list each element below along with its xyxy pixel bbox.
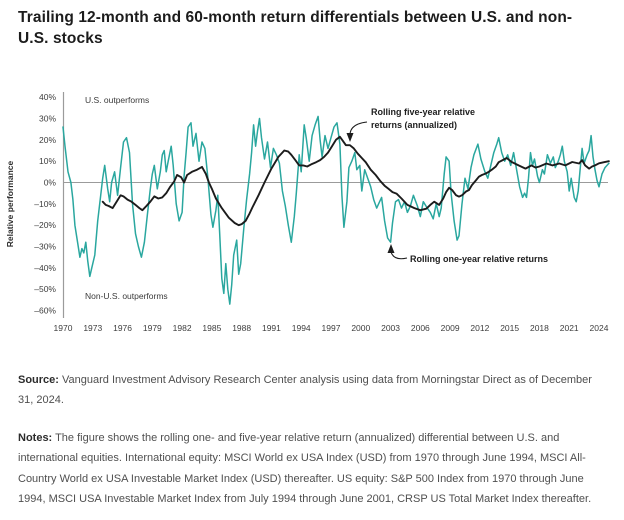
y-tick-label: –60%	[34, 305, 56, 315]
y-tick-label: –10%	[34, 199, 56, 209]
notes: Notes: The figure shows the rolling one-…	[18, 428, 608, 509]
x-tick-label: 2000	[351, 323, 370, 333]
x-tick-label: 2024	[590, 323, 609, 333]
one-year-arrow	[390, 251, 408, 260]
five-year-series-line	[101, 135, 610, 227]
source-text: Vanguard Investment Advisory Research Ce…	[18, 374, 592, 407]
x-tick-label: 2009	[441, 323, 460, 333]
five-year-label-line1: Rolling five-year relative	[371, 107, 475, 117]
five-year-label-line2: returns (annualized)	[371, 120, 457, 130]
chart-generated-layer: 40% 30% 20% 10% 0% –10% –20% –30% –40% –50% –60% 19…	[34, 92, 610, 333]
notes-label: Notes:	[18, 432, 53, 444]
y-axis-title: Relative performance	[5, 161, 15, 248]
x-tick-label: 1979	[143, 323, 162, 333]
x-tick-label: 1982	[173, 323, 192, 333]
one-year-series-line	[62, 115, 610, 305]
x-tick-label: 1985	[202, 323, 221, 333]
one-year-arrowhead-icon	[387, 244, 395, 253]
x-tick-label: 2006	[411, 323, 430, 333]
page-title: Trailing 12-month and 60-month return di…	[18, 9, 573, 47]
y-tick-label: –30%	[34, 241, 56, 251]
source-label: Source:	[18, 374, 59, 386]
y-tick-label: –40%	[34, 263, 56, 273]
x-tick-label: 1991	[262, 323, 281, 333]
y-tick-label: 0%	[44, 178, 57, 188]
x-tick-label: 2012	[470, 323, 489, 333]
y-tick-label: –20%	[34, 220, 56, 230]
x-tick-label: 1994	[292, 323, 311, 333]
source-note: Source: Vanguard Investment Advisory Res…	[18, 370, 608, 411]
y-tick-label: 40%	[39, 92, 56, 102]
x-tick-label: 2021	[560, 323, 579, 333]
y-tick-label: 30%	[39, 114, 56, 124]
y-tick-label: –50%	[34, 284, 56, 294]
x-tick-label: 1970	[54, 323, 73, 333]
notes-text: The figure shows the rolling one- and fi…	[18, 432, 592, 506]
non-us-outperforms-label: Non-U.S. outperforms	[85, 291, 168, 301]
one-year-label: Rolling one-year relative returns	[410, 254, 548, 264]
line-chart: 40% 30% 20% 10% 0% –10% –20% –30% –40% –50% –60% 19…	[5, 92, 610, 333]
us-outperforms-label: U.S. outperforms	[85, 95, 149, 105]
five-year-arrowhead-icon	[346, 133, 354, 142]
chart: 40% 30% 20% 10% 0% –10% –20% –30% –40% –50% –60% 19…	[0, 78, 624, 346]
x-tick-label: 1973	[83, 323, 102, 333]
x-tick-label: 2018	[530, 323, 549, 333]
y-tick-label: 20%	[39, 135, 56, 145]
y-tick-label: 10%	[39, 156, 56, 166]
x-tick-label: 1997	[322, 323, 341, 333]
x-tick-label: 1988	[232, 323, 251, 333]
x-tick-label: 2003	[381, 323, 400, 333]
x-tick-label: 1976	[113, 323, 132, 333]
x-tick-label: 2015	[500, 323, 519, 333]
